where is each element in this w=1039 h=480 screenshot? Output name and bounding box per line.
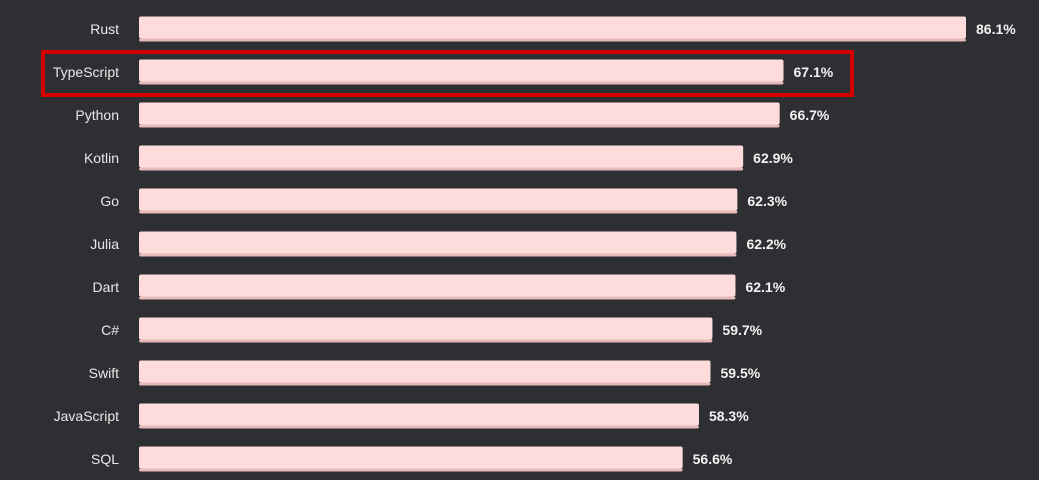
bar-sql (139, 446, 683, 469)
bar-rust (139, 16, 966, 39)
value-label-dart: 62.1% (745, 279, 785, 295)
bar-shadow-sql (139, 468, 683, 472)
value-label-typescript: 67.1% (794, 64, 834, 80)
bars-layer (139, 16, 966, 472)
value-label-c: 59.7% (722, 322, 762, 338)
highlight-layer (41, 50, 854, 97)
category-label-javascript: JavaScript (54, 408, 119, 424)
category-label-c: C# (101, 322, 119, 338)
bar-shadow-c (139, 339, 713, 343)
category-label-dart: Dart (93, 279, 120, 295)
bar-shadow-dart (139, 296, 736, 300)
value-label-go: 62.3% (747, 193, 787, 209)
bar-kotlin (139, 145, 744, 168)
category-label-sql: SQL (91, 451, 119, 467)
value-label-sql: 56.6% (693, 451, 733, 467)
value-label-rust: 86.1% (976, 21, 1016, 37)
bar-shadow-python (139, 124, 780, 128)
value-label-julia: 62.2% (746, 236, 786, 252)
value-label-python: 66.7% (790, 107, 830, 123)
bar-python (139, 102, 780, 125)
bar-dart (139, 274, 736, 297)
bar-shadow-go (139, 210, 738, 214)
category-label-julia: Julia (90, 236, 119, 252)
bar-julia (139, 231, 737, 254)
bar-shadow-typescript (139, 81, 784, 85)
bar-shadow-javascript (139, 425, 699, 429)
bar-go (139, 188, 738, 211)
category-label-python: Python (75, 107, 119, 123)
labels-layer: Rust 86.1% TypeScript 67.1% Python 66.7% Kotli… (53, 21, 1016, 467)
bar-c (139, 317, 713, 340)
bar-shadow-rust (139, 38, 966, 42)
bar-shadow-swift (139, 382, 711, 386)
bar-shadow-kotlin (139, 167, 744, 171)
category-label-typescript: TypeScript (53, 64, 119, 80)
category-label-go: Go (100, 193, 119, 209)
category-label-swift: Swift (89, 365, 119, 381)
category-label-rust: Rust (90, 21, 119, 37)
bar-javascript (139, 403, 699, 426)
value-label-javascript: 58.3% (709, 408, 749, 424)
highlight-box (41, 50, 854, 97)
bar-shadow-julia (139, 253, 737, 257)
category-label-kotlin: Kotlin (84, 150, 119, 166)
value-label-kotlin: 62.9% (753, 150, 793, 166)
value-label-swift: 59.5% (721, 365, 761, 381)
bar-typescript (139, 59, 784, 82)
bar-swift (139, 360, 711, 383)
